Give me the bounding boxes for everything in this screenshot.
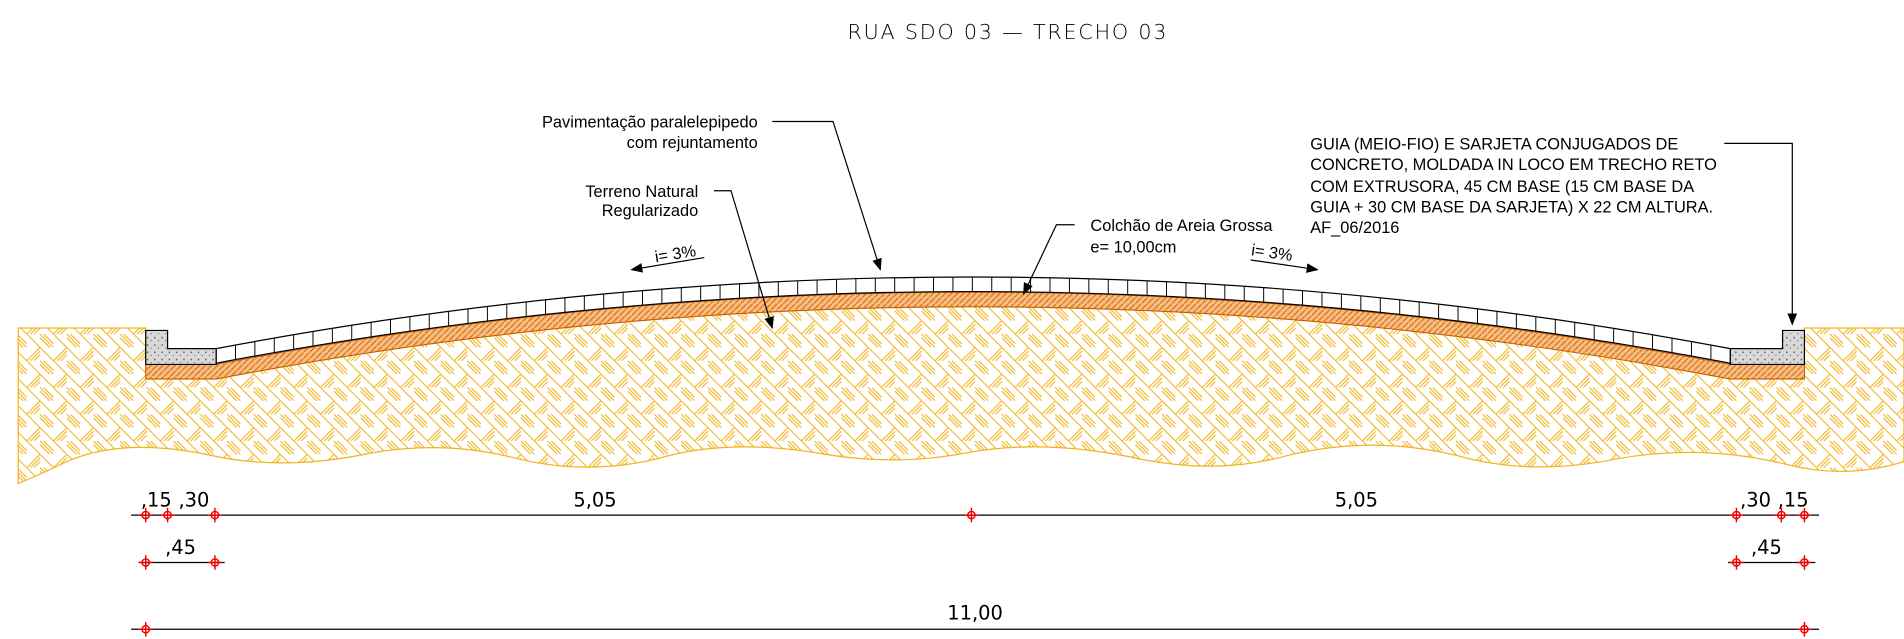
annotation: GUIA + 30 CM BASE DA SARJETA) X 22 CM AL… xyxy=(1310,199,1713,217)
dimension-label: ,15 xyxy=(1778,489,1809,512)
dimension-ticks xyxy=(138,507,1812,637)
slope-label: i= 3% xyxy=(1250,241,1294,265)
annotation: Regularizado xyxy=(602,202,698,220)
slope-arrow xyxy=(1250,259,1319,273)
slope-arrow xyxy=(630,256,705,273)
dimension-label: ,15 xyxy=(141,489,172,512)
leader-line xyxy=(772,120,882,271)
dimension-label: ,30 xyxy=(178,489,209,512)
dimension-label: 5,05 xyxy=(1335,489,1378,512)
dimension-label: 5,05 xyxy=(573,489,616,512)
annotation: CONCRETO, MOLDADA IN LOCO EM TRECHO RETO xyxy=(1310,156,1717,174)
curb-right xyxy=(1729,329,1806,366)
slope-label: i= 3% xyxy=(654,242,698,266)
annotation: GUIA (MEIO-FIO) E SARJETA CONJUGADOS DE xyxy=(1310,135,1678,153)
annotation: Colchão de Areia Grossa xyxy=(1090,217,1273,235)
annotation: AF_06/2016 xyxy=(1310,219,1399,237)
annotation: COM EXTRUSORA, 45 CM BASE (15 CM BASE DA xyxy=(1310,178,1694,196)
dimension-label: 11,00 xyxy=(947,602,1003,625)
drawing-title: RUA SDO 03 — TRECHO 03 xyxy=(847,20,1168,44)
dimension-label: ,45 xyxy=(165,536,196,559)
annotation: e= 10,00cm xyxy=(1090,239,1176,257)
sand-layer xyxy=(145,291,1805,380)
leader-line xyxy=(1023,224,1075,296)
leader-line xyxy=(1724,142,1798,326)
dimension-label: ,30 xyxy=(1740,489,1771,512)
leader-line xyxy=(714,190,774,330)
annotation: com rejuntamento xyxy=(627,134,758,152)
annotation: Pavimentação paralelepipedo xyxy=(542,114,758,132)
annotation: Terreno Natural xyxy=(585,183,698,201)
dimension-label: ,45 xyxy=(1751,536,1782,559)
curb-left xyxy=(145,329,217,366)
